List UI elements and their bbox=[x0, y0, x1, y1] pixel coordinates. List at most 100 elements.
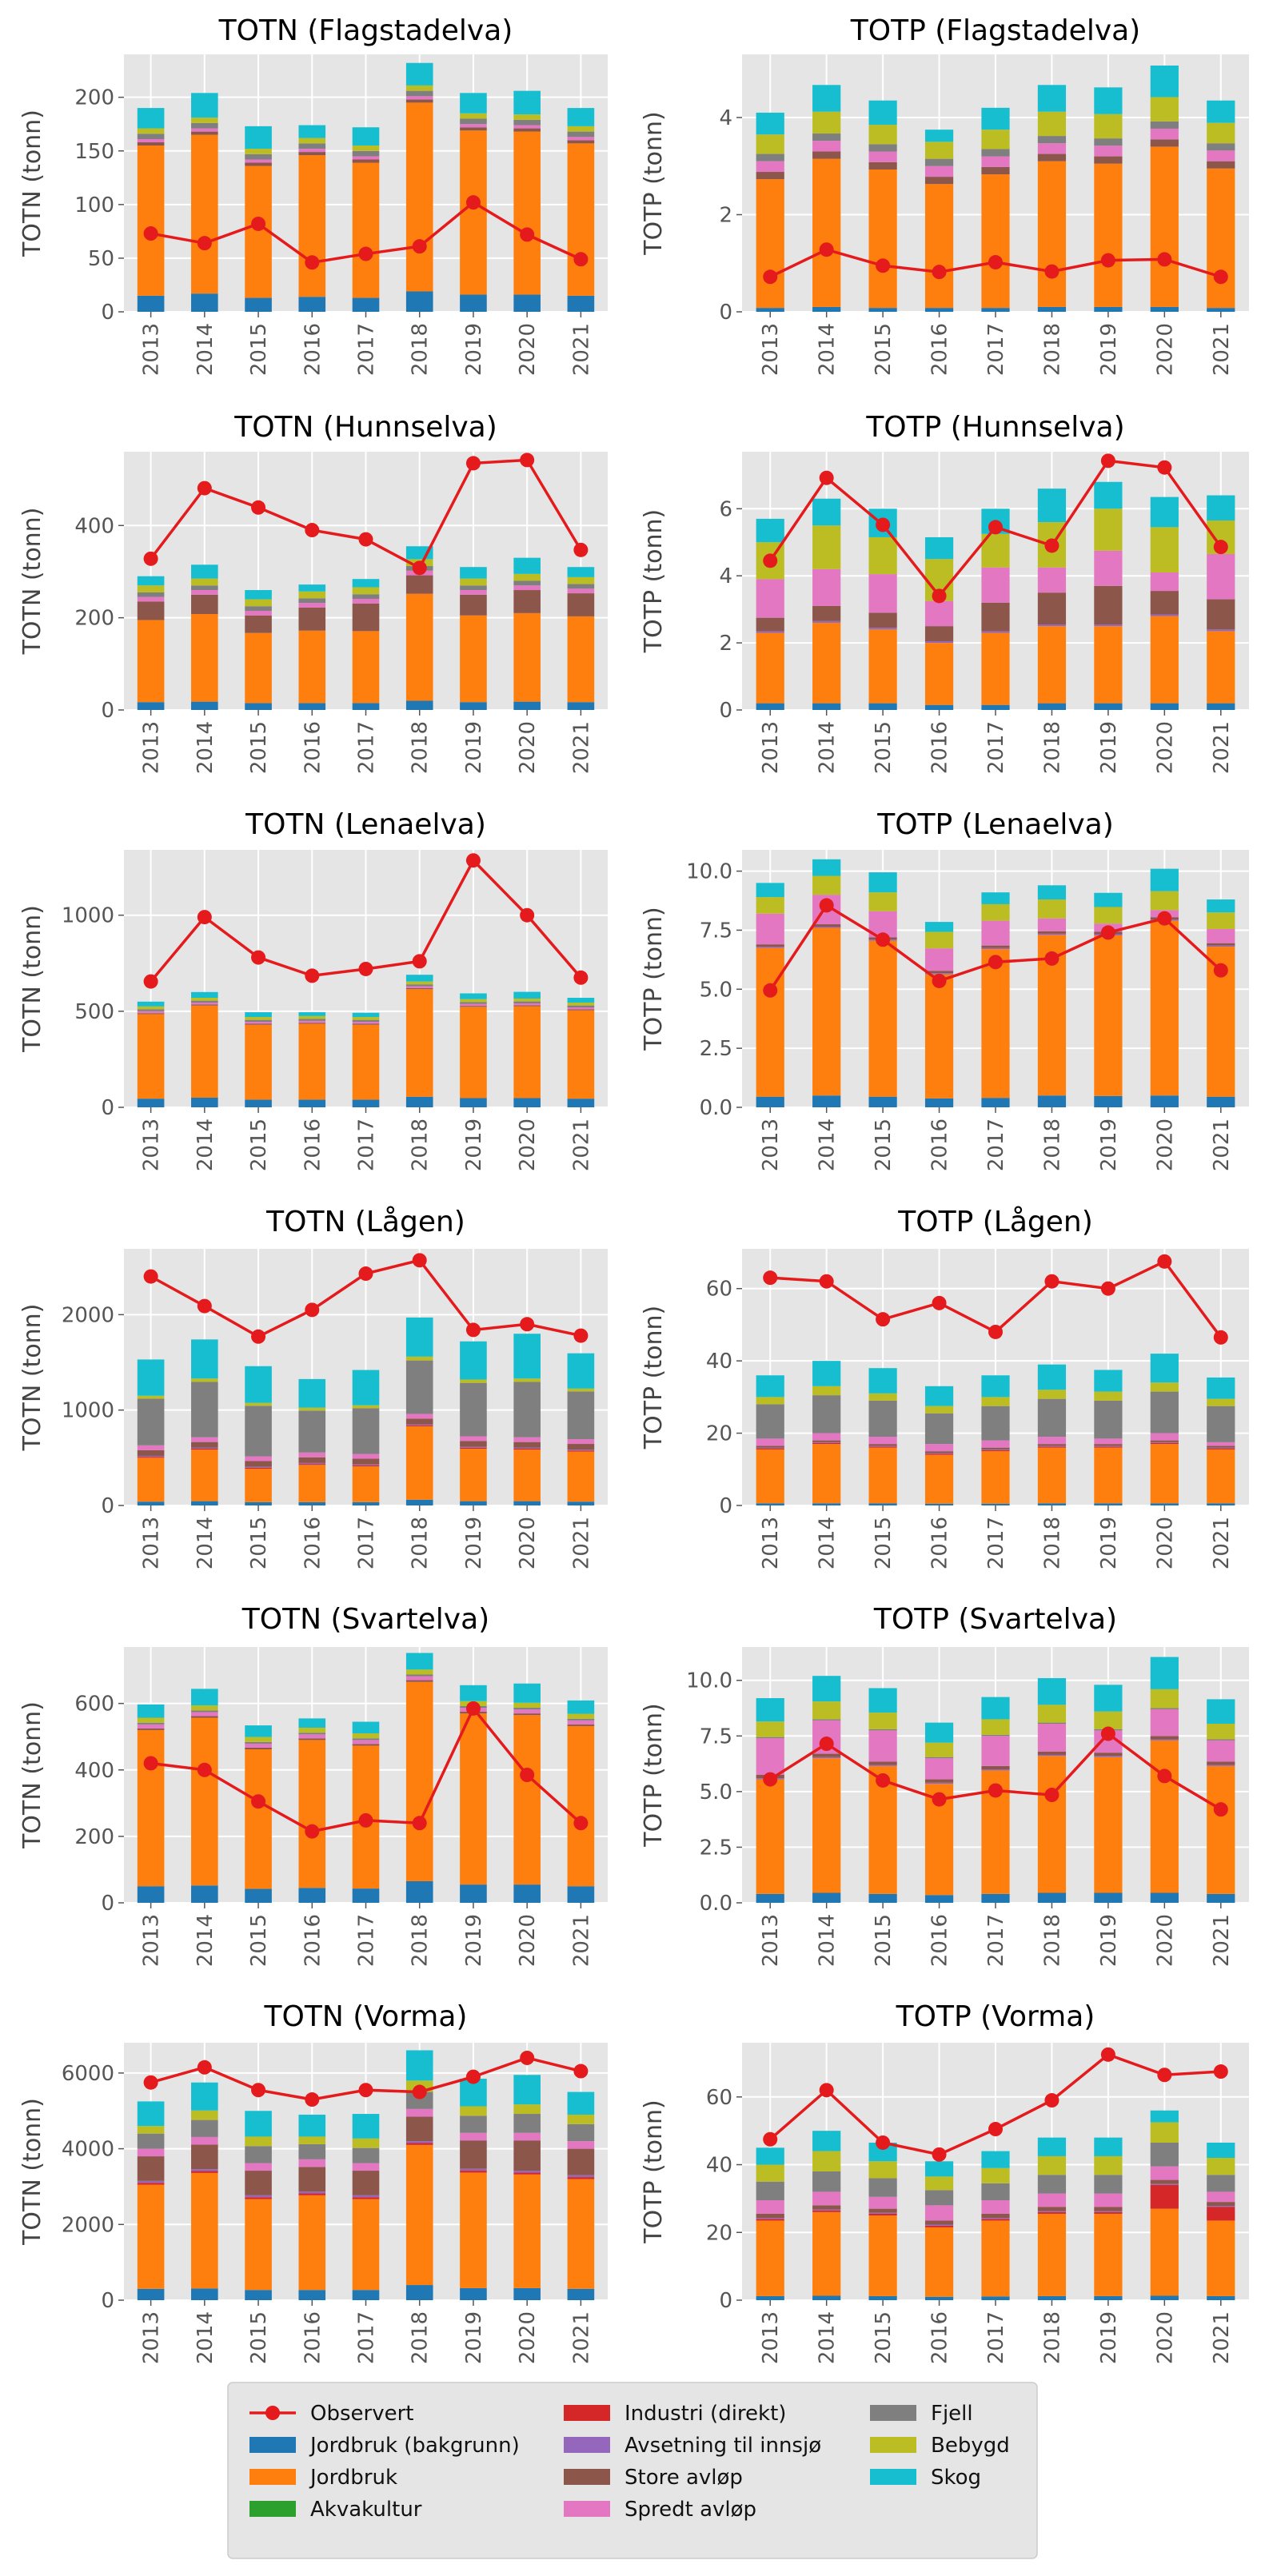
x-tick-label: 2013 bbox=[140, 1119, 164, 1171]
legend-item: Avsetning til innsjø bbox=[564, 2434, 821, 2458]
bar-segment bbox=[1150, 121, 1179, 129]
bar-segment bbox=[567, 593, 595, 616]
legend-label: Observert bbox=[310, 2402, 413, 2426]
bar-segment bbox=[137, 1886, 165, 1903]
bar-segment bbox=[191, 93, 218, 118]
observed-point bbox=[988, 2122, 1003, 2137]
bar-segment bbox=[981, 947, 1010, 950]
observed-point bbox=[358, 246, 373, 261]
bar-segment bbox=[1094, 1753, 1123, 1757]
bar-segment bbox=[405, 1360, 433, 1414]
x-tick-label: 2019 bbox=[1097, 1119, 1121, 1171]
x-tick-label: 2019 bbox=[462, 1914, 486, 1967]
y-tick-label: 4 bbox=[719, 106, 732, 130]
bar-segment bbox=[756, 703, 784, 710]
bar-segment bbox=[1094, 624, 1123, 627]
y-tick-label: 200 bbox=[74, 607, 114, 631]
bar-segment bbox=[513, 90, 541, 115]
x-tick-label: 2013 bbox=[759, 1914, 783, 1967]
bar-segment bbox=[245, 1406, 272, 1457]
bar-segment bbox=[981, 2218, 1010, 2219]
legend-swatch bbox=[249, 2469, 296, 2485]
bar-segment bbox=[1150, 306, 1179, 312]
bar-segment bbox=[245, 159, 272, 163]
bar-segment bbox=[1207, 943, 1235, 946]
bar-segment bbox=[981, 1397, 1010, 1406]
bar-segment bbox=[868, 574, 897, 613]
bar-segment bbox=[1094, 703, 1123, 710]
chart-panel-8: 0 20 40 60 2013 2014 2015 2016 2017 2018 2019 2020 2… bbox=[640, 1206, 1249, 1569]
bar-segment bbox=[1207, 2191, 1235, 2203]
bar-segment bbox=[245, 1469, 272, 1502]
x-tick-label: 2016 bbox=[301, 721, 325, 774]
bar-segment bbox=[245, 2197, 272, 2199]
bar-segment bbox=[352, 631, 380, 704]
bar-segment bbox=[245, 1023, 272, 1025]
bar-segment bbox=[245, 610, 272, 616]
bar-segment bbox=[924, 536, 954, 560]
y-axis-label: TOTN (tonn) bbox=[18, 1701, 46, 1849]
x-tick-label: 2013 bbox=[759, 1517, 783, 1569]
chart-panel-12: 0 20 40 60 2013 2014 2015 2016 2017 2018 2019 2020 2… bbox=[640, 2000, 1249, 2364]
bar-segment bbox=[567, 137, 595, 141]
bar-segment bbox=[924, 2296, 954, 2300]
observed-point bbox=[1157, 911, 1172, 926]
bar-segment bbox=[1037, 626, 1067, 704]
bar-segment bbox=[1207, 161, 1235, 169]
observed-point bbox=[465, 853, 481, 868]
bar-segment bbox=[868, 2215, 897, 2296]
bar-segment bbox=[191, 1000, 218, 1003]
bar-segment bbox=[298, 143, 326, 150]
y-tick-label: 2000 bbox=[62, 1303, 114, 1327]
bar-segment bbox=[405, 593, 433, 701]
observed-point bbox=[1044, 2093, 1059, 2108]
bar-segment bbox=[460, 1685, 487, 1701]
bar-segment bbox=[756, 947, 784, 1097]
observed-point bbox=[251, 1329, 266, 1344]
bar-segment bbox=[868, 2208, 897, 2213]
bar-segment bbox=[191, 1501, 218, 1505]
legend-swatch bbox=[564, 2501, 610, 2517]
bar-segment bbox=[1037, 918, 1067, 931]
bar-segment bbox=[245, 1017, 272, 1020]
bar-segment bbox=[352, 594, 380, 599]
bar-segment bbox=[981, 1765, 1010, 1770]
bar-segment bbox=[352, 1458, 380, 1465]
bar-segment bbox=[245, 2163, 272, 2171]
observed-point bbox=[465, 1701, 481, 1716]
bar-segment bbox=[1207, 168, 1235, 309]
bar-segment bbox=[1150, 2179, 1179, 2184]
observed-point bbox=[988, 955, 1003, 970]
bar-segment bbox=[137, 134, 165, 139]
bar-segment bbox=[756, 617, 784, 632]
bar-segment bbox=[868, 1688, 897, 1713]
x-tick-label: 2013 bbox=[140, 1517, 164, 1569]
bar-segment bbox=[245, 606, 272, 611]
bar-segment bbox=[812, 568, 841, 606]
bar-segment bbox=[981, 2151, 1010, 2168]
bar-segment bbox=[137, 702, 165, 710]
y-tick-label: 0.0 bbox=[700, 1892, 732, 1916]
bar-segment bbox=[812, 1440, 841, 1442]
bar-segment bbox=[137, 2183, 165, 2185]
bar-segment bbox=[924, 1895, 954, 1903]
legend-swatch bbox=[564, 2405, 610, 2421]
chart-title: TOTN (Svartelva) bbox=[241, 1603, 489, 1636]
x-tick-label: 2018 bbox=[409, 2311, 433, 2364]
observed-point bbox=[876, 1312, 891, 1327]
observed-point bbox=[143, 551, 158, 566]
bar-segment bbox=[352, 1012, 380, 1018]
bar-segment bbox=[513, 612, 541, 702]
bar-segment bbox=[513, 1382, 541, 1438]
observed-point bbox=[988, 1324, 1003, 1339]
bar-segment bbox=[137, 1099, 165, 1107]
bar-segment bbox=[567, 616, 595, 703]
observed-point bbox=[143, 1756, 158, 1771]
bar-segment bbox=[1094, 2211, 1123, 2212]
bar-segment bbox=[298, 1718, 326, 1728]
bar-segment bbox=[245, 1737, 272, 1742]
legend-item: Fjell bbox=[870, 2402, 973, 2426]
x-tick-label: 2015 bbox=[247, 2311, 271, 2364]
observed-point bbox=[197, 236, 212, 251]
bar-segment bbox=[513, 1449, 541, 1501]
